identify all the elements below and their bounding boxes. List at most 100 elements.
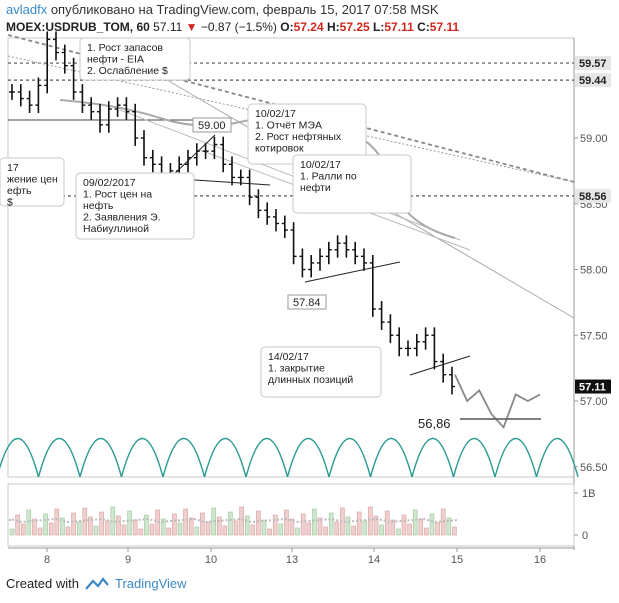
callout-box (75, 172, 195, 240)
price-tag-bg (575, 56, 611, 71)
callout-box (79, 37, 191, 81)
volume-bar (435, 522, 440, 536)
price-tag-label: 59.44 (579, 75, 607, 87)
volume-bar (60, 517, 65, 536)
volume-bar (306, 522, 312, 536)
volume-bar (289, 518, 295, 536)
volume-bar (317, 517, 323, 536)
cycle-arc (79, 438, 123, 478)
change-value: −0.87 (−1.5%) (200, 20, 277, 34)
volume-bar (166, 527, 172, 536)
volume-bar (177, 522, 183, 536)
low-value: 57.11 (384, 20, 414, 34)
price-label: 57.84 (293, 297, 321, 309)
x-tick-label: 16 (534, 554, 546, 566)
callout-text: 2. Ослабление $ (87, 65, 168, 77)
volume-bar (9, 528, 15, 536)
callout-box (0, 157, 65, 207)
price-axis: 59.0058.5058.0057.5057.0056.5059.5759.44… (574, 56, 611, 474)
volume-bar (424, 527, 429, 536)
callout-text: $ (7, 197, 13, 209)
volume-bar (15, 514, 20, 536)
volume-bar (452, 526, 457, 536)
volume-bar (396, 528, 401, 536)
cycle-arc (411, 438, 455, 478)
low-label: L: (373, 20, 385, 34)
publish-info: опубликовано на TradingView.com, февраль… (50, 2, 439, 17)
volume-bar (334, 521, 340, 536)
cycle-arc (328, 438, 372, 478)
created-with-label: Created with (6, 576, 79, 591)
volume-bar (205, 521, 211, 536)
volume-bar (373, 515, 379, 536)
volume-bar (82, 507, 88, 536)
callout-text: 10/02/17 (300, 159, 341, 171)
volume-pane: 1B 0 (7, 483, 595, 547)
volume-bar (312, 508, 317, 536)
volume-bar (26, 509, 32, 536)
high-label: H: (327, 20, 340, 34)
x-tick-label: 10 (205, 554, 217, 566)
volume-bar (407, 523, 412, 536)
cycle-arc (452, 438, 496, 478)
price-label: 59.00 (198, 120, 226, 132)
callout-text: нефти - EIA (87, 54, 144, 66)
volume-bar (20, 523, 26, 536)
last-price: 57.11 (153, 20, 183, 34)
callout-text: жение цен (7, 174, 58, 186)
volume-bar (65, 526, 71, 536)
volume-bar (149, 523, 155, 536)
callout-text: 1. Ралли по (300, 171, 357, 183)
cycle-arc (162, 438, 206, 478)
volume-bar (244, 515, 250, 536)
volume-bar (272, 514, 278, 536)
volume-bar (228, 511, 233, 536)
forecast-path: 56,86 (418, 374, 541, 431)
tradingview-logo-icon (85, 576, 109, 590)
y-tick-label: 59.00 (580, 133, 608, 145)
volume-bar (362, 520, 368, 536)
tradingview-link[interactable]: TradingView (114, 576, 187, 591)
callout-text: Набиуллиной (83, 223, 149, 235)
y-tick-label: 56.50 (580, 462, 608, 474)
cycle-arc (203, 438, 247, 478)
y-tick-label: 57.00 (580, 396, 608, 408)
forecast-level-label: 56,86 (418, 416, 451, 431)
callout-text: нефть (83, 200, 114, 212)
close-label: C: (417, 20, 430, 34)
volume-average (9, 517, 459, 524)
volume-tick-label: 1B (582, 488, 595, 500)
volume-bar (429, 513, 435, 536)
volume-bar (183, 508, 188, 536)
time-axis: 8 9 10 13 14 15 16 (8, 547, 574, 566)
x-tick-label: 13 (286, 554, 298, 566)
volume-bar (121, 524, 127, 536)
volume-bar (116, 515, 121, 536)
author-link[interactable]: avladfx (6, 2, 48, 17)
volume-bar (233, 520, 239, 536)
cycle-arc (245, 438, 289, 478)
x-tick-label: 14 (368, 554, 380, 566)
x-tick-label: 9 (125, 554, 131, 566)
callout-text: котировок (255, 143, 304, 155)
volume-bar (48, 522, 54, 536)
cycle-arcs (0, 438, 579, 478)
symbol-line: MOEX:USDRUB_TOM, 60 57.11 ▼ −0.87 (−1.5%… (6, 20, 459, 34)
volume-bar (144, 514, 149, 536)
volume-bar (216, 516, 222, 536)
volume-bar (54, 508, 60, 536)
volume-bar (200, 512, 205, 536)
volume-tick-label: 0 (582, 530, 588, 542)
forecast-line (454, 374, 541, 429)
volume-bar (194, 526, 200, 536)
volume-bar (138, 528, 144, 536)
callout-text: 2. Заявления Э. (83, 212, 161, 224)
volume-bar (188, 517, 194, 536)
footer: Created with TradingView (6, 576, 187, 591)
